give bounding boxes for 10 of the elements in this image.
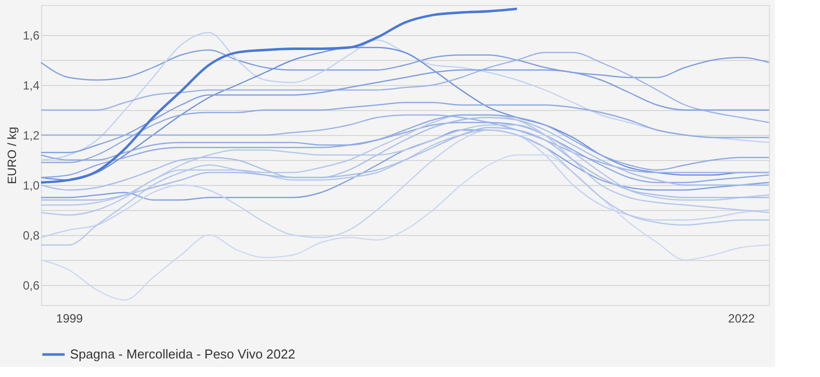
y-axis-title: EURO / kg [4,126,19,184]
y-tick-label: 0,8 [22,228,40,242]
x-tick-label: 2022 [728,312,756,326]
legend-label: Spagna - Mercolleida - Peso Vivo 2022 [70,346,296,362]
y-tick-label: 1,4 [22,78,40,92]
y-tick-label: 0,6 [22,278,40,292]
y-tick-label: 1,0 [22,178,40,192]
x-tick-label: 1999 [56,312,84,326]
y-tick-label: 1,6 [22,28,40,42]
y-tick-label: 1,2 [22,128,40,142]
